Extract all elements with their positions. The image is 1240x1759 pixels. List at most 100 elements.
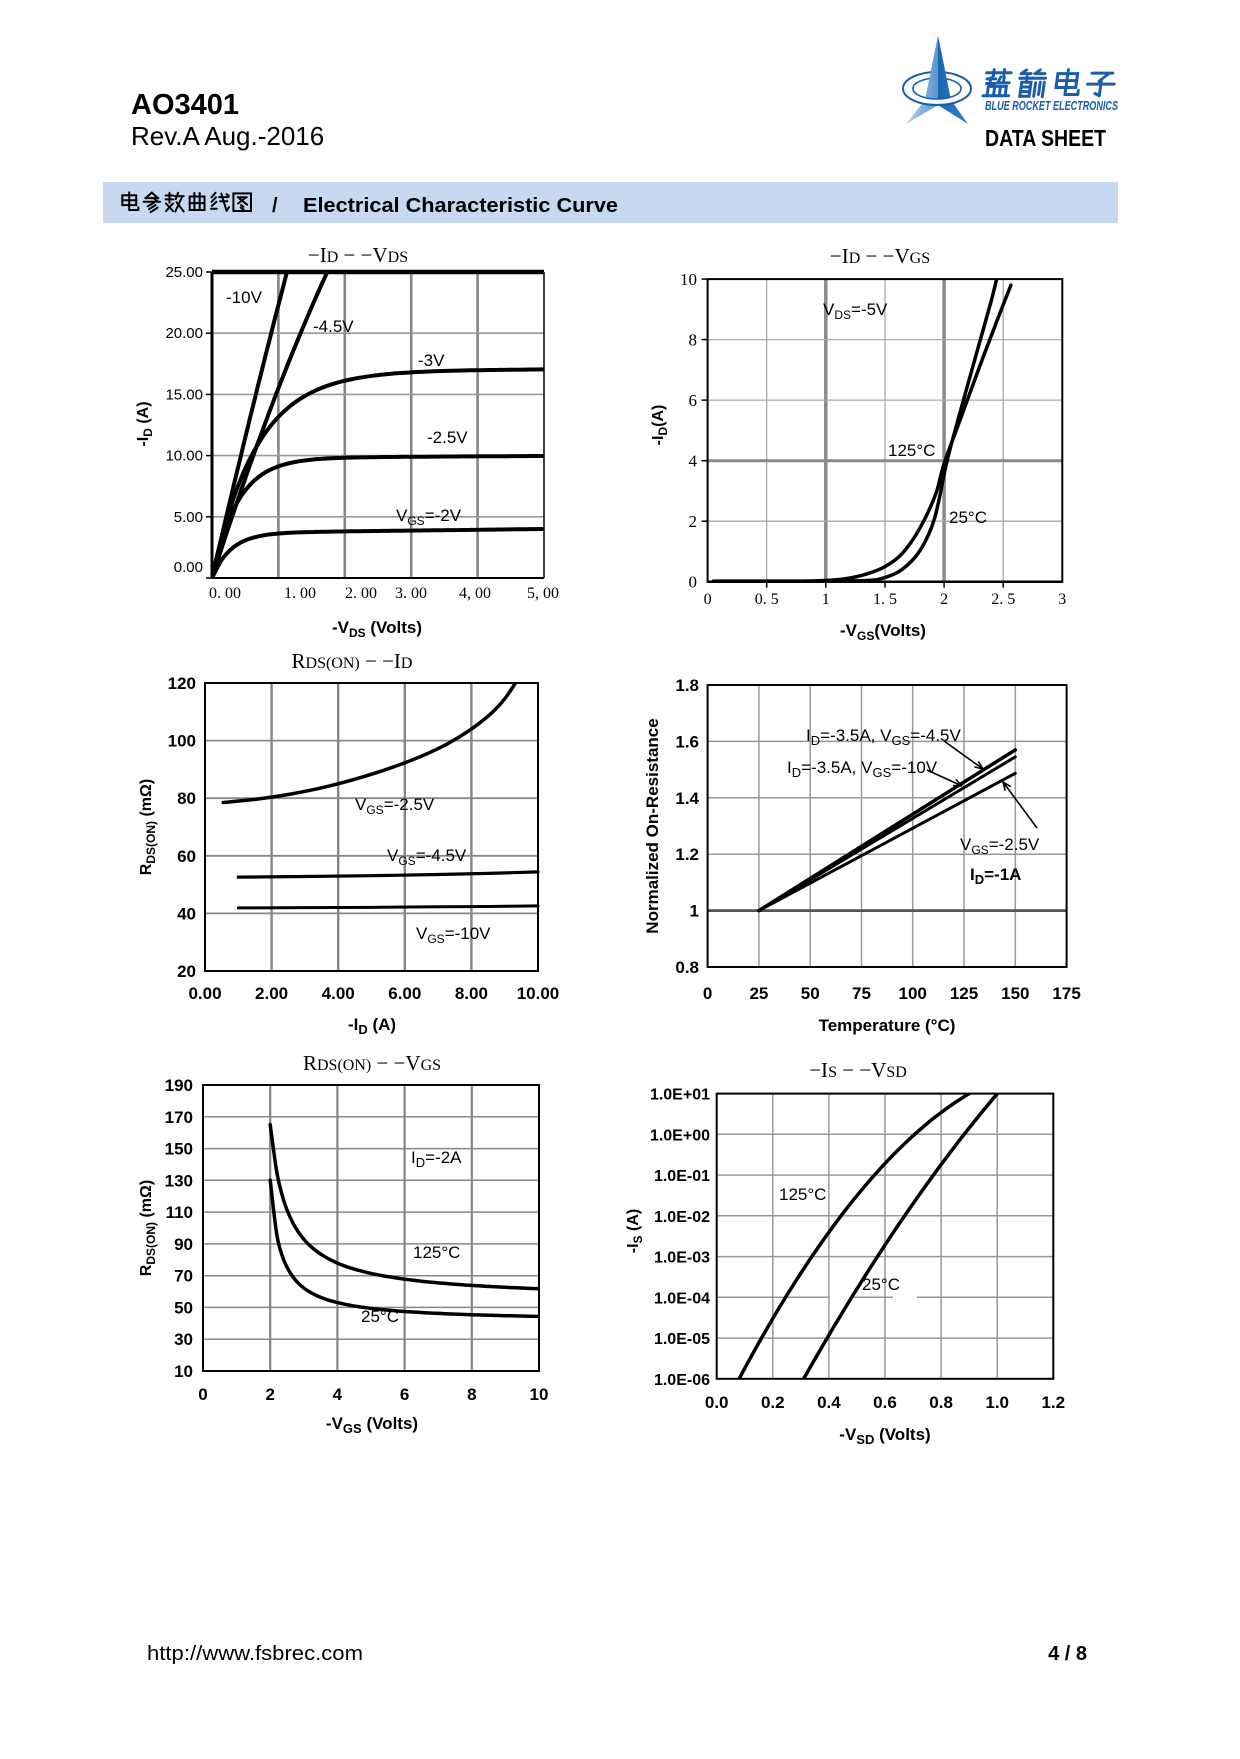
svg-text:-3V: -3V bbox=[418, 351, 445, 370]
svg-text:-VGS (Volts): -VGS (Volts) bbox=[326, 1414, 418, 1436]
svg-text:AO3401: AO3401 bbox=[131, 89, 239, 121]
svg-text:100: 100 bbox=[899, 984, 927, 1003]
svg-text:80: 80 bbox=[177, 789, 196, 808]
svg-text:10.00: 10.00 bbox=[165, 448, 203, 465]
svg-text:VGS​=-2.5V: VGS​=-2.5V bbox=[960, 835, 1040, 857]
svg-text:10: 10 bbox=[530, 1385, 549, 1404]
svg-text:75: 75 bbox=[852, 984, 871, 1003]
svg-text:120: 120 bbox=[168, 674, 196, 693]
svg-text:0.8: 0.8 bbox=[929, 1393, 953, 1412]
svg-text:25.00: 25.00 bbox=[165, 264, 203, 281]
svg-text:50: 50 bbox=[801, 984, 820, 1003]
svg-text:2: 2 bbox=[689, 512, 698, 531]
svg-text:8: 8 bbox=[689, 331, 698, 350]
svg-text:-4.5V: -4.5V bbox=[313, 317, 354, 336]
svg-text:25°C: 25°C bbox=[361, 1307, 399, 1326]
svg-text:30: 30 bbox=[174, 1330, 193, 1349]
svg-text:20.00: 20.00 bbox=[165, 325, 203, 342]
svg-text:100: 100 bbox=[168, 732, 196, 751]
svg-text:1.6: 1.6 bbox=[675, 732, 699, 751]
svg-text:Rev.A Aug.-2016: Rev.A Aug.-2016 bbox=[131, 121, 324, 151]
svg-text:1.8: 1.8 bbox=[675, 676, 699, 695]
svg-text:0. 00: 0. 00 bbox=[209, 585, 241, 602]
svg-text:DATA SHEET: DATA SHEET bbox=[985, 125, 1106, 151]
svg-text:VGS​=-10V: VGS​=-10V bbox=[416, 924, 491, 946]
svg-text:125°C: 125°C bbox=[413, 1243, 460, 1262]
svg-text:http://www.fsbrec.com: http://www.fsbrec.com bbox=[147, 1642, 363, 1665]
svg-text:0.2: 0.2 bbox=[761, 1393, 785, 1412]
svg-text:110: 110 bbox=[166, 1203, 193, 1222]
svg-text:−ID − −VDS: −ID − −VDS bbox=[308, 243, 408, 267]
svg-text:2: 2 bbox=[940, 591, 948, 608]
svg-text:2. 00: 2. 00 bbox=[345, 585, 377, 602]
svg-text:190: 190 bbox=[165, 1076, 193, 1095]
svg-text:1.0E+00: 1.0E+00 bbox=[650, 1127, 710, 1144]
svg-text:RDS(ON) (mΩ): RDS(ON) (mΩ) bbox=[138, 779, 158, 875]
svg-text:125°C: 125°C bbox=[779, 1185, 826, 1204]
svg-text:10: 10 bbox=[680, 270, 697, 289]
svg-text:25°C: 25°C bbox=[862, 1275, 900, 1294]
svg-text:-ID(A): -ID(A) bbox=[650, 405, 670, 446]
svg-text:Electrical Characteristic Curv: Electrical Characteristic Curve bbox=[303, 194, 618, 217]
svg-text:1.0E-04: 1.0E-04 bbox=[654, 1290, 710, 1307]
svg-text:−ID − −VGS: −ID − −VGS bbox=[830, 244, 930, 268]
svg-text:6.00: 6.00 bbox=[388, 984, 421, 1003]
svg-text:1. 00: 1. 00 bbox=[284, 585, 316, 602]
svg-text:Normalized On-Resistance: Normalized On-Resistance bbox=[643, 718, 662, 933]
svg-text:25°C: 25°C bbox=[949, 508, 987, 527]
svg-text:VDS​=-5V: VDS​=-5V bbox=[823, 300, 888, 322]
svg-text:6: 6 bbox=[689, 391, 698, 410]
svg-text:/: / bbox=[272, 195, 278, 217]
svg-text:150: 150 bbox=[1001, 984, 1029, 1003]
svg-text:10.00: 10.00 bbox=[517, 984, 560, 1003]
svg-text:0: 0 bbox=[703, 984, 712, 1003]
svg-text:0.00: 0.00 bbox=[188, 984, 221, 1003]
svg-text:4: 4 bbox=[333, 1385, 343, 1404]
svg-text:90: 90 bbox=[174, 1235, 193, 1254]
svg-text:BLUE ROCKET ELECTRONICS: BLUE ROCKET ELECTRONICS bbox=[985, 99, 1118, 113]
svg-text:3. 00: 3. 00 bbox=[395, 585, 427, 602]
svg-text:-2.5V: -2.5V bbox=[427, 428, 468, 447]
svg-text:10: 10 bbox=[174, 1362, 193, 1381]
svg-text:175: 175 bbox=[1052, 984, 1080, 1003]
svg-text:2: 2 bbox=[265, 1385, 274, 1404]
svg-text:15.00: 15.00 bbox=[165, 386, 203, 403]
svg-text:0.8: 0.8 bbox=[675, 958, 699, 977]
svg-text:-IS (A): -IS (A) bbox=[625, 1209, 645, 1253]
svg-text:2. 5: 2. 5 bbox=[991, 591, 1015, 608]
svg-text:1.0: 1.0 bbox=[985, 1393, 1009, 1412]
svg-text:-10V: -10V bbox=[226, 288, 263, 307]
svg-text:40: 40 bbox=[177, 904, 196, 923]
svg-text:0: 0 bbox=[704, 591, 712, 608]
svg-text:RDS(ON) (mΩ): RDS(ON) (mΩ) bbox=[138, 1180, 158, 1276]
svg-text:1.0E-06: 1.0E-06 bbox=[654, 1372, 710, 1389]
svg-text:-ID (A): -ID (A) bbox=[348, 1015, 396, 1037]
svg-text:1.2: 1.2 bbox=[1041, 1393, 1065, 1412]
svg-text:0: 0 bbox=[689, 573, 698, 592]
svg-text:1: 1 bbox=[690, 902, 699, 921]
svg-text:VGS​=-4.5V: VGS​=-4.5V bbox=[387, 846, 467, 868]
svg-text:8.00: 8.00 bbox=[455, 984, 488, 1003]
svg-text:50: 50 bbox=[174, 1298, 193, 1317]
svg-text:0.00: 0.00 bbox=[174, 559, 203, 576]
svg-text:-VGS​(Volts): -VGS​(Volts) bbox=[840, 621, 926, 643]
svg-text:20: 20 bbox=[177, 962, 196, 981]
svg-text:0. 5: 0. 5 bbox=[755, 591, 779, 608]
svg-text:1. 5: 1. 5 bbox=[873, 591, 897, 608]
svg-text:1.4: 1.4 bbox=[675, 789, 699, 808]
svg-text:2.00: 2.00 bbox=[255, 984, 288, 1003]
svg-text:3: 3 bbox=[1058, 591, 1066, 608]
svg-text:1.2: 1.2 bbox=[675, 845, 699, 864]
svg-text:-ID (A): -ID (A) bbox=[135, 401, 155, 446]
svg-text:0.6: 0.6 bbox=[873, 1393, 897, 1412]
svg-text:25: 25 bbox=[749, 984, 768, 1003]
svg-text:6: 6 bbox=[400, 1385, 409, 1404]
svg-text:ID=-1A: ID=-1A bbox=[970, 865, 1021, 887]
svg-text:−IS − −VSD: −IS − −VSD bbox=[809, 1058, 907, 1082]
svg-text:170: 170 bbox=[165, 1108, 193, 1127]
svg-text:1: 1 bbox=[822, 591, 830, 608]
svg-text:5, 00: 5, 00 bbox=[527, 585, 559, 602]
svg-text:Temperature (°C): Temperature (°C) bbox=[819, 1016, 956, 1035]
svg-text:0.4: 0.4 bbox=[817, 1393, 841, 1412]
svg-text:130: 130 bbox=[165, 1171, 193, 1190]
